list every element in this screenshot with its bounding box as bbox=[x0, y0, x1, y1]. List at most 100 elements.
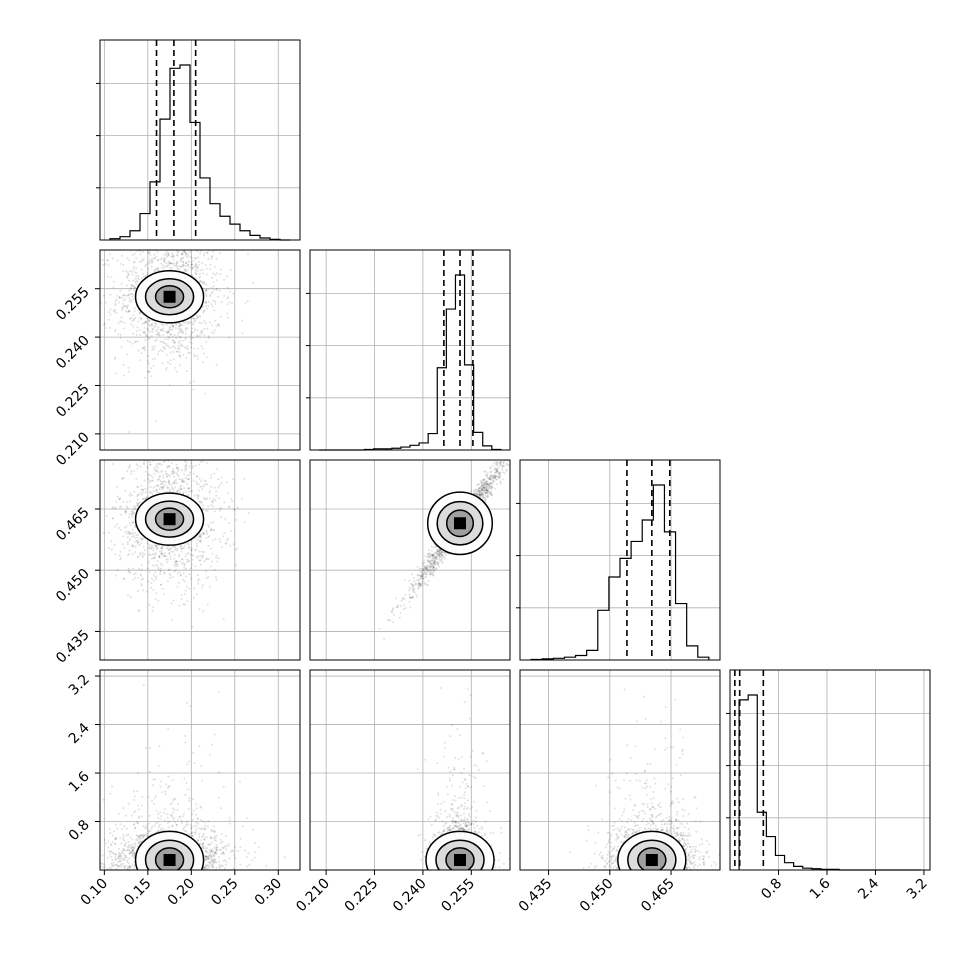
sample-point bbox=[125, 510, 127, 513]
sample-point bbox=[172, 799, 175, 802]
sample-point bbox=[172, 324, 175, 327]
sample-point bbox=[140, 317, 143, 320]
sample-point bbox=[206, 307, 209, 310]
sample-point bbox=[107, 318, 110, 321]
sample-point bbox=[153, 326, 156, 329]
sample-point bbox=[155, 552, 158, 555]
sample-point bbox=[172, 490, 175, 493]
sample-point bbox=[210, 854, 213, 857]
sample-point bbox=[171, 339, 174, 342]
sample-point bbox=[202, 551, 205, 554]
sample-point bbox=[132, 509, 134, 512]
sample-point bbox=[190, 489, 193, 492]
sample-point bbox=[429, 571, 432, 574]
sample-point bbox=[123, 858, 126, 861]
sample-point bbox=[121, 296, 124, 299]
sample-point bbox=[197, 256, 199, 259]
sample-point bbox=[216, 845, 218, 848]
sample-point bbox=[495, 467, 498, 470]
sample-point bbox=[167, 338, 169, 341]
sample-point bbox=[488, 482, 491, 485]
sample-point bbox=[194, 262, 197, 265]
sample-point bbox=[487, 484, 490, 487]
sample-point bbox=[490, 478, 493, 481]
sample-point bbox=[183, 487, 186, 490]
sample-point bbox=[434, 557, 437, 560]
sample-point bbox=[110, 540, 113, 543]
sample-point bbox=[158, 825, 161, 828]
sample-point bbox=[170, 462, 173, 465]
sample-point bbox=[183, 564, 186, 567]
sample-point bbox=[195, 266, 198, 269]
sample-point bbox=[427, 554, 430, 557]
sample-point bbox=[128, 293, 130, 296]
sample-point bbox=[107, 264, 110, 267]
sample-point bbox=[161, 553, 164, 556]
sample-point bbox=[134, 843, 137, 846]
sample-point bbox=[187, 264, 189, 267]
sample-point bbox=[443, 555, 446, 558]
sample-point bbox=[146, 336, 149, 338]
sample-point bbox=[441, 554, 443, 557]
sample-point bbox=[167, 252, 170, 254]
sample-point bbox=[480, 488, 483, 491]
sample-point bbox=[203, 484, 206, 487]
sample-point bbox=[488, 485, 491, 488]
sample-point bbox=[436, 553, 439, 556]
sample-point bbox=[120, 308, 123, 311]
sample-point bbox=[105, 514, 108, 517]
sample-point bbox=[210, 829, 213, 831]
sample-point bbox=[483, 489, 486, 492]
sample-point bbox=[174, 340, 177, 343]
sample-point bbox=[213, 472, 216, 475]
sample-point bbox=[163, 260, 166, 263]
sample-point bbox=[111, 517, 114, 520]
sample-point bbox=[502, 456, 504, 458]
sample-point bbox=[485, 488, 488, 491]
sample-point bbox=[209, 862, 212, 865]
sample-point bbox=[196, 269, 199, 272]
sample-point bbox=[156, 333, 159, 336]
sample-point bbox=[157, 332, 159, 335]
sample-point bbox=[109, 293, 112, 296]
sample-point bbox=[196, 267, 199, 270]
sample-point bbox=[128, 539, 131, 542]
sample-point bbox=[117, 864, 120, 867]
sample-point bbox=[194, 271, 197, 274]
sample-point bbox=[187, 352, 190, 354]
sample-point bbox=[145, 496, 148, 498]
sample-point bbox=[431, 571, 434, 574]
sample-point bbox=[482, 486, 485, 489]
sample-point bbox=[163, 259, 166, 261]
sample-point bbox=[185, 370, 188, 373]
sample-point bbox=[432, 554, 435, 557]
sample-point bbox=[123, 298, 126, 301]
sample-point bbox=[139, 451, 141, 453]
sample-point bbox=[128, 857, 131, 860]
sample-point bbox=[149, 330, 152, 333]
sample-point bbox=[198, 540, 201, 542]
sample-point bbox=[212, 528, 215, 531]
sample-point bbox=[132, 854, 135, 856]
sample-point bbox=[491, 482, 494, 485]
sample-point bbox=[178, 354, 181, 357]
sample-point bbox=[126, 867, 129, 870]
sample-point bbox=[206, 856, 209, 859]
sample-point bbox=[185, 356, 188, 359]
sample-point bbox=[225, 861, 228, 864]
sample-point bbox=[213, 265, 216, 268]
sample-point bbox=[209, 521, 212, 524]
sample-point bbox=[476, 493, 479, 496]
sample-point bbox=[432, 569, 435, 572]
sample-point bbox=[200, 500, 203, 503]
sample-point bbox=[140, 582, 143, 585]
sample-point bbox=[411, 596, 414, 599]
sample-point bbox=[171, 328, 174, 331]
sample-point bbox=[127, 849, 130, 852]
sample-point bbox=[205, 293, 208, 296]
sample-point bbox=[434, 560, 436, 563]
sample-point bbox=[474, 492, 477, 495]
sample-point bbox=[153, 253, 156, 256]
sample-point bbox=[501, 465, 504, 468]
sample-point bbox=[182, 256, 185, 259]
